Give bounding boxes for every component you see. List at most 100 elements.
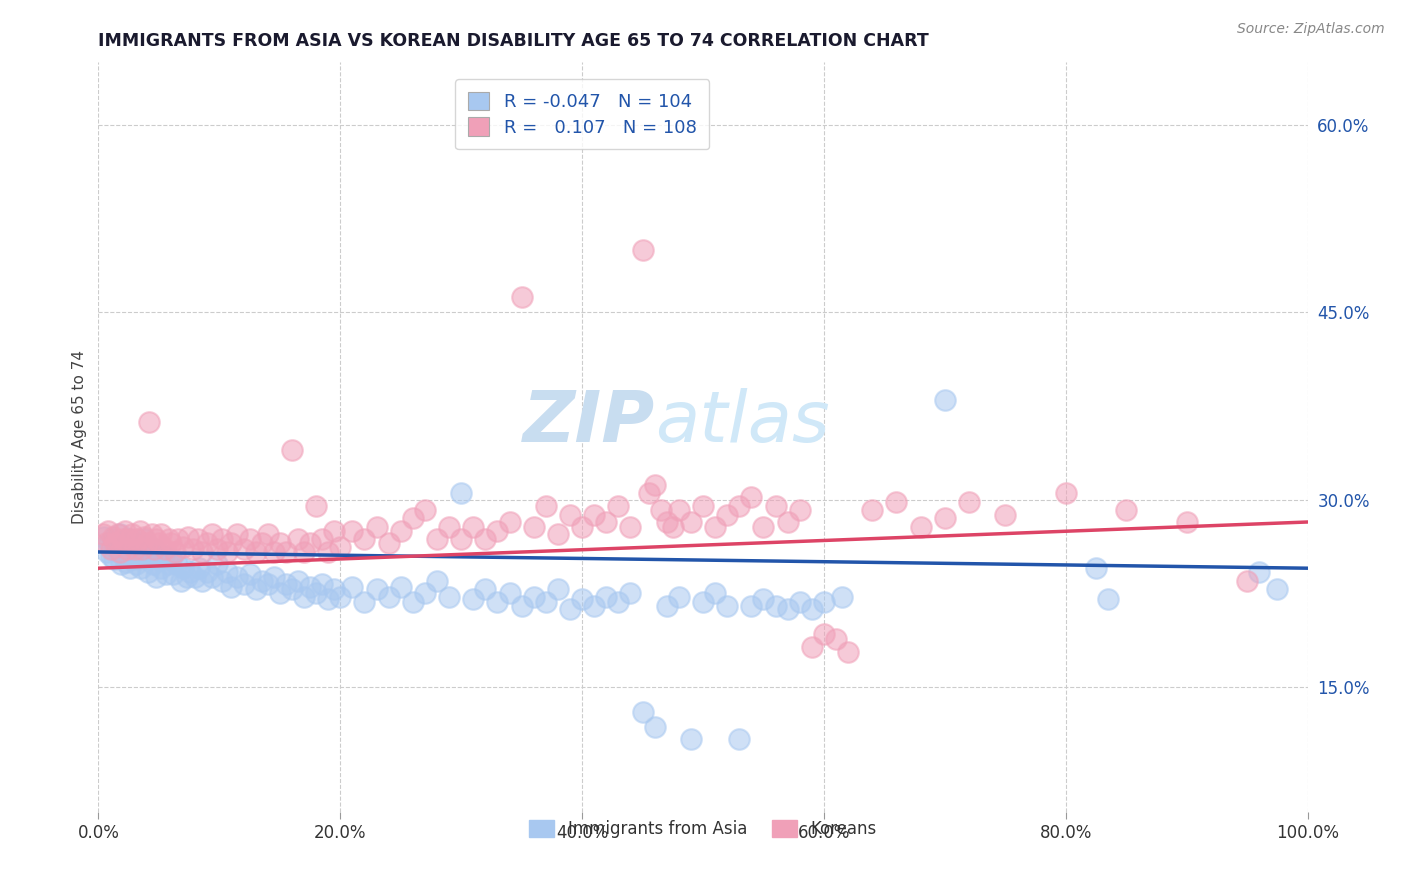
Point xyxy=(486,595,509,609)
Point xyxy=(637,486,659,500)
Point xyxy=(162,567,184,582)
Point xyxy=(134,530,156,544)
Point xyxy=(195,536,218,550)
Point xyxy=(716,599,738,613)
Point xyxy=(547,527,569,541)
Point xyxy=(728,732,751,747)
Point xyxy=(105,540,128,554)
Point xyxy=(129,561,152,575)
Point xyxy=(215,565,238,579)
Point xyxy=(256,527,278,541)
Point xyxy=(655,515,678,529)
Point xyxy=(138,415,160,429)
Point xyxy=(143,542,166,557)
Point xyxy=(704,586,727,600)
Point xyxy=(740,599,762,613)
Point xyxy=(98,536,121,550)
Point xyxy=(239,567,262,582)
Point xyxy=(607,595,630,609)
Point xyxy=(437,590,460,604)
Point xyxy=(619,586,641,600)
Point xyxy=(245,582,267,597)
Point xyxy=(134,533,156,547)
Point xyxy=(160,552,183,566)
Point xyxy=(831,590,853,604)
Point xyxy=(143,542,166,557)
Point xyxy=(474,533,496,547)
Point xyxy=(256,577,278,591)
Point xyxy=(181,542,204,557)
Point xyxy=(104,536,127,550)
Point xyxy=(523,590,546,604)
Point xyxy=(94,536,117,550)
Point xyxy=(215,545,238,559)
Point xyxy=(650,502,672,516)
Point xyxy=(583,599,606,613)
Point xyxy=(139,545,162,559)
Point xyxy=(287,574,309,588)
Point xyxy=(934,511,956,525)
Point xyxy=(644,720,666,734)
Point xyxy=(103,552,125,566)
Point xyxy=(329,590,352,604)
Point xyxy=(886,495,908,509)
Point xyxy=(752,520,775,534)
Point xyxy=(595,515,617,529)
Point xyxy=(292,545,315,559)
Point xyxy=(232,542,254,557)
Point xyxy=(825,632,848,647)
Point xyxy=(1267,582,1289,597)
Point xyxy=(426,574,449,588)
Point xyxy=(157,533,180,547)
Point xyxy=(558,602,581,616)
Point xyxy=(402,511,425,525)
Point xyxy=(668,502,690,516)
Point xyxy=(413,502,436,516)
Point xyxy=(281,442,304,457)
Point xyxy=(125,558,148,572)
Point xyxy=(486,524,509,538)
Point xyxy=(157,558,180,572)
Point xyxy=(704,520,727,534)
Point xyxy=(152,549,174,563)
Point xyxy=(118,533,141,547)
Point xyxy=(619,520,641,534)
Point xyxy=(311,533,333,547)
Point xyxy=(117,542,139,557)
Point xyxy=(110,558,132,572)
Point xyxy=(292,590,315,604)
Point xyxy=(534,499,557,513)
Point xyxy=(342,524,364,538)
Point xyxy=(463,520,485,534)
Point xyxy=(250,536,273,550)
Point xyxy=(263,545,285,559)
Point xyxy=(389,524,412,538)
Point xyxy=(377,590,399,604)
Point xyxy=(101,530,124,544)
Point xyxy=(426,533,449,547)
Point xyxy=(100,542,122,557)
Point xyxy=(510,290,533,304)
Point xyxy=(668,590,690,604)
Point xyxy=(534,595,557,609)
Point xyxy=(245,545,267,559)
Point xyxy=(299,580,322,594)
Point xyxy=(305,586,328,600)
Point xyxy=(226,570,249,584)
Point xyxy=(692,595,714,609)
Point xyxy=(150,561,173,575)
Point xyxy=(93,530,115,544)
Point xyxy=(131,545,153,559)
Point xyxy=(263,570,285,584)
Point xyxy=(728,499,751,513)
Point xyxy=(172,561,194,575)
Point xyxy=(205,542,228,557)
Point xyxy=(269,586,291,600)
Point xyxy=(274,577,297,591)
Point xyxy=(226,527,249,541)
Point xyxy=(179,565,201,579)
Point xyxy=(510,599,533,613)
Point xyxy=(167,533,190,547)
Point xyxy=(184,570,207,584)
Point xyxy=(571,592,593,607)
